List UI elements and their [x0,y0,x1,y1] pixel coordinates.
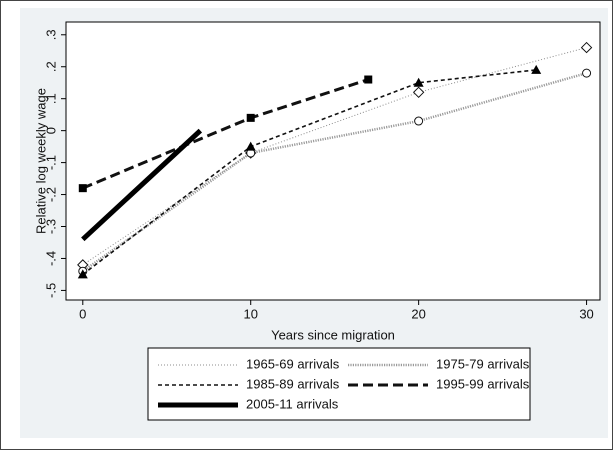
y-tick-label: .2 [43,61,58,72]
y-tick-label: 0 [43,127,58,134]
point [531,64,542,74]
point [582,68,592,78]
y-tick-label: -.4 [43,251,58,266]
legend-label: 1995-99 arrivals [436,376,530,391]
point [412,86,425,99]
y-tick-label: -.5 [43,283,58,298]
x-tick-label: 0 [79,306,86,321]
point [246,113,255,122]
point [580,41,593,54]
y-tick-label: .1 [43,93,58,104]
x-tick-label: 10 [243,306,257,321]
y-tick-label: -.3 [43,219,58,234]
x-axis-title: Years since migration [271,327,395,342]
point [413,77,424,87]
x-tick-label: 30 [579,306,593,321]
legend-label: 1965-69 arrivals [246,356,340,371]
legend-label: 2005-11 arrivals [246,396,339,411]
point [364,75,373,84]
series-line [82,71,587,273]
point [245,141,256,151]
y-tick-label: -.1 [43,155,58,170]
point [77,269,88,279]
point [414,116,424,126]
y-axis-title: Relative log weekly wage [33,88,48,234]
series-line [82,69,537,276]
series-line [81,128,203,242]
legend-label: 1985-89 arrivals [246,376,340,391]
legend [147,347,531,421]
series-line [82,47,587,266]
x-tick-label: 20 [411,306,425,321]
point [78,184,87,193]
y-tick-label: -.2 [43,187,58,202]
legend-label: 1975-79 arrivals [436,356,530,371]
plot-area [65,21,601,301]
y-tick-label: .3 [43,29,58,40]
